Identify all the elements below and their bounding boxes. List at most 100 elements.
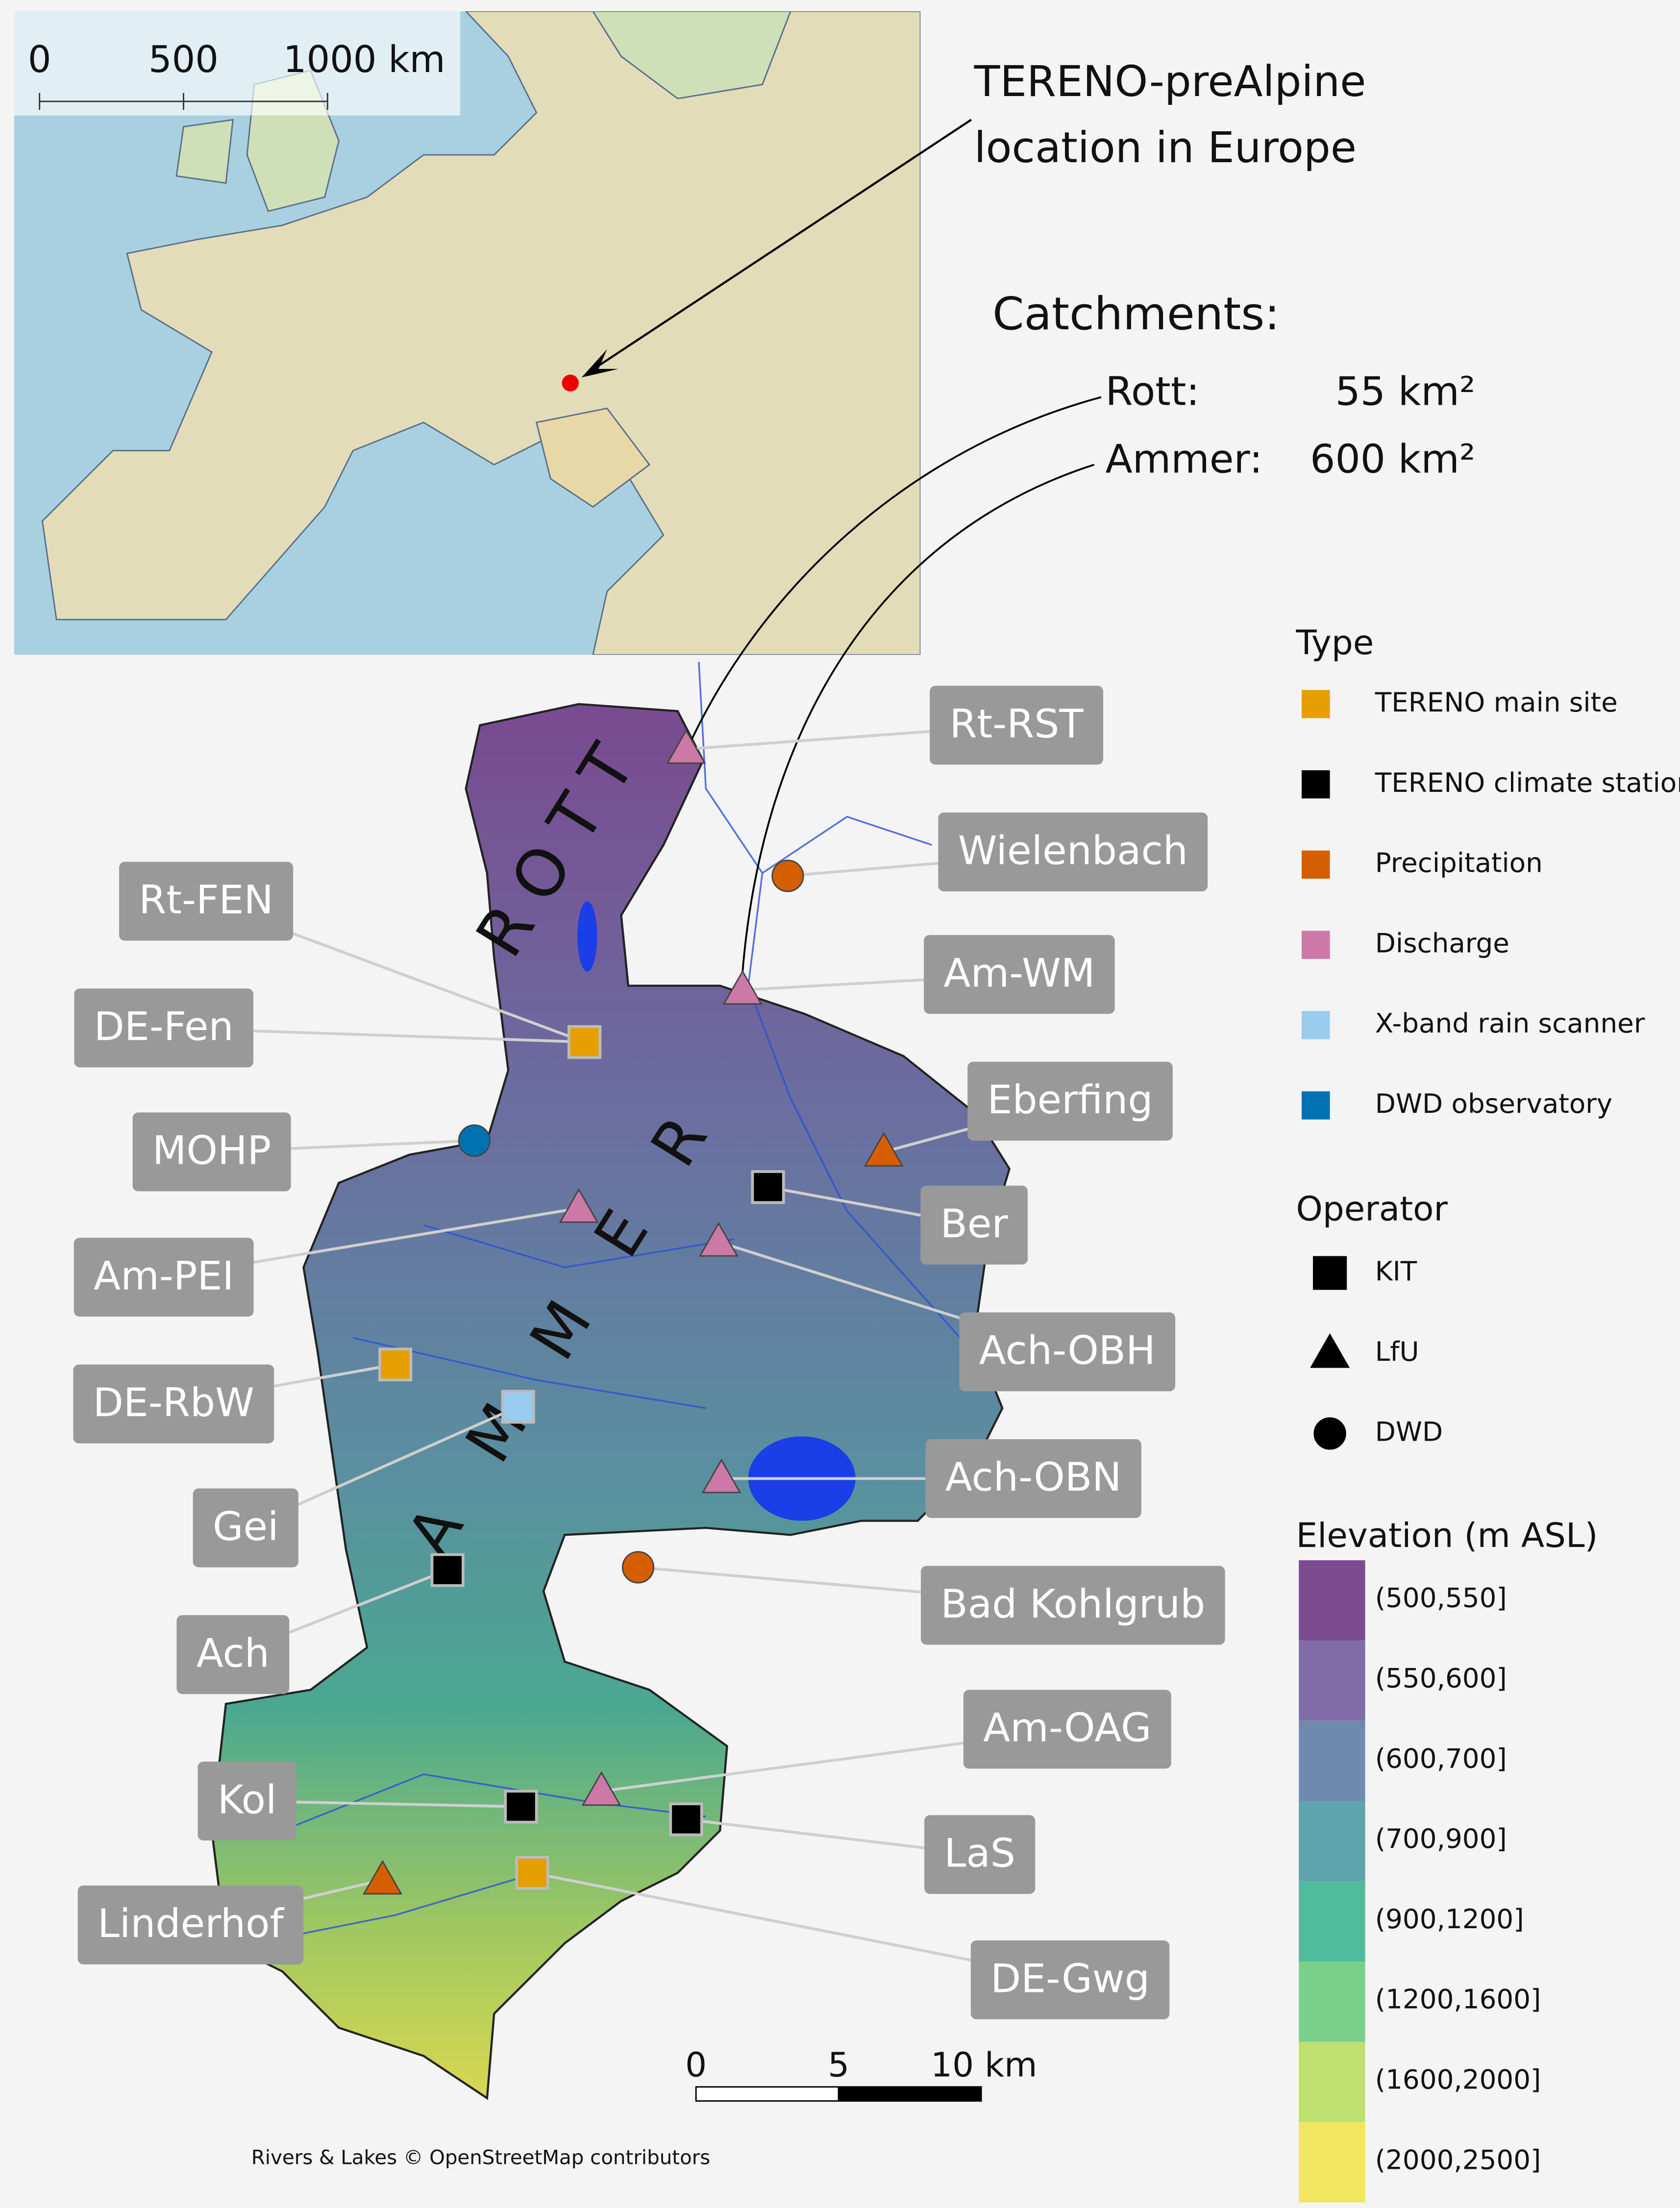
label-box (959, 1312, 1176, 1392)
station-name: Am-WM (943, 950, 1095, 996)
legend-label: Precipitation (1375, 847, 1543, 879)
station-name: Ber (940, 1201, 1009, 1247)
station-label: Am-PEI (74, 1238, 254, 1317)
station-name: MOHP (152, 1128, 271, 1174)
marker (559, 1188, 599, 1223)
label-box (925, 1439, 1141, 1518)
marker (1310, 1333, 1350, 1368)
legend-label: Discharge (1375, 927, 1509, 958)
label-box (176, 1615, 290, 1694)
station-name: Ach-OBN (945, 1454, 1122, 1500)
scale-label: 10 km (931, 2046, 1037, 2085)
label-box (198, 1762, 296, 1840)
arrow-head (581, 349, 618, 378)
label-box (963, 1690, 1171, 1769)
legend-swatch (1299, 1720, 1365, 1801)
scale-bar (695, 2086, 840, 2102)
station-label: Bad Kohlgrub (921, 1566, 1225, 1645)
station-name: Am-PEI (94, 1252, 234, 1299)
marker (771, 859, 804, 892)
attribution: Rivers & Lakes © OpenStreetMap contribut… (251, 2146, 711, 2169)
catchment-area: 600 km² (1310, 436, 1475, 482)
station-name: Eberfing (988, 1077, 1153, 1123)
marker (1313, 1256, 1347, 1290)
station-label: Wielenbach (938, 812, 1208, 892)
station-label: MOHP (132, 1112, 291, 1192)
catchment-name: Rott: (1106, 368, 1200, 415)
marker (378, 1348, 413, 1382)
pointer-line (691, 396, 1102, 740)
legend-swatch (1301, 770, 1330, 799)
scale-label: 5 (828, 2046, 849, 2085)
markers (363, 729, 904, 1895)
marker (864, 1131, 904, 1167)
legend-label: DWD observatory (1375, 1088, 1612, 1119)
label-box (119, 861, 294, 941)
catchment-area (210, 703, 1011, 2100)
marker (363, 1860, 403, 1895)
legend-label: (500,550] (1375, 1582, 1507, 1614)
station-name: Kol (218, 1776, 277, 1822)
legend-label: (700,900] (1375, 1823, 1507, 1854)
scale-label: 500 (148, 38, 219, 81)
legend-label: (1600,2000] (1375, 2064, 1541, 2095)
legend-swatch (1299, 1962, 1365, 2042)
legend-label: (1200,1600] (1375, 1984, 1541, 2015)
annotation: TERENO-preAlpine (974, 57, 1366, 106)
marker (515, 1856, 549, 1890)
station-name: Ach (197, 1630, 270, 1676)
station-name: Wielenbach (958, 828, 1188, 874)
marker (698, 1222, 739, 1257)
arrow (587, 119, 972, 374)
lake (577, 901, 597, 972)
scale-label: 0 (685, 2046, 707, 2085)
station-label: Ach-OBH (959, 1312, 1176, 1392)
annotation: location in Europe (974, 123, 1357, 172)
station-label: DE-RbW (73, 1364, 274, 1444)
label-box (193, 1488, 298, 1568)
label-box (938, 812, 1208, 892)
location-dot (562, 374, 579, 392)
station-name: Linderhof (98, 1900, 284, 1946)
legend-swatch (1299, 1560, 1365, 1641)
scale-bar (838, 2086, 982, 2102)
legend-swatch (1299, 1881, 1365, 1962)
label-box (924, 935, 1115, 1014)
station-label: DE-Fen (74, 988, 253, 1068)
marker (621, 1551, 655, 1584)
marker (722, 970, 763, 1005)
legend-title: Type (1295, 623, 1374, 662)
label-box (970, 1940, 1170, 2019)
legend-swatch (1301, 1091, 1330, 1120)
marker (751, 1170, 785, 1204)
station-name: Gei (213, 1503, 279, 1549)
legend-swatch (1301, 931, 1330, 959)
pointer-line (741, 464, 1095, 972)
legend-swatch (1301, 690, 1330, 718)
station-name: DE-Fen (94, 1004, 234, 1050)
label-box (73, 1364, 274, 1444)
station-label: Am-WM (924, 935, 1115, 1014)
station-label: Ach-OBN (925, 1439, 1141, 1518)
scale-label: 0 (28, 38, 51, 81)
station-label: LaS (924, 1815, 1036, 1894)
legend-swatch (1301, 1011, 1330, 1039)
scale-box (14, 11, 461, 116)
land (535, 407, 651, 508)
legend-swatch (1301, 850, 1330, 879)
station-name: DE-RbW (93, 1379, 254, 1425)
legend-swatch (1299, 1640, 1365, 1721)
scale-label: 1000 km (283, 38, 445, 81)
station-name: Bad Kohlgrub (940, 1581, 1205, 1627)
stations: Rt-RST Wielenbach Rt-FEN Am-WM DE-Fen Eberfin… (73, 686, 1225, 2019)
station-label: DE-Gwg (970, 1940, 1170, 2019)
station-name: Am-OAG (983, 1705, 1151, 1751)
legend-label: TERENO climate station (1375, 767, 1680, 798)
legend: Type Operator Elevation (m ASL) TERENO m… (1295, 623, 1680, 2203)
catchment-area: 55 km² (1335, 368, 1475, 415)
label-box (77, 1885, 304, 1964)
station-name: Rt-FEN (139, 877, 273, 923)
marker (666, 729, 706, 764)
station-label: Rt-RST (930, 686, 1104, 765)
